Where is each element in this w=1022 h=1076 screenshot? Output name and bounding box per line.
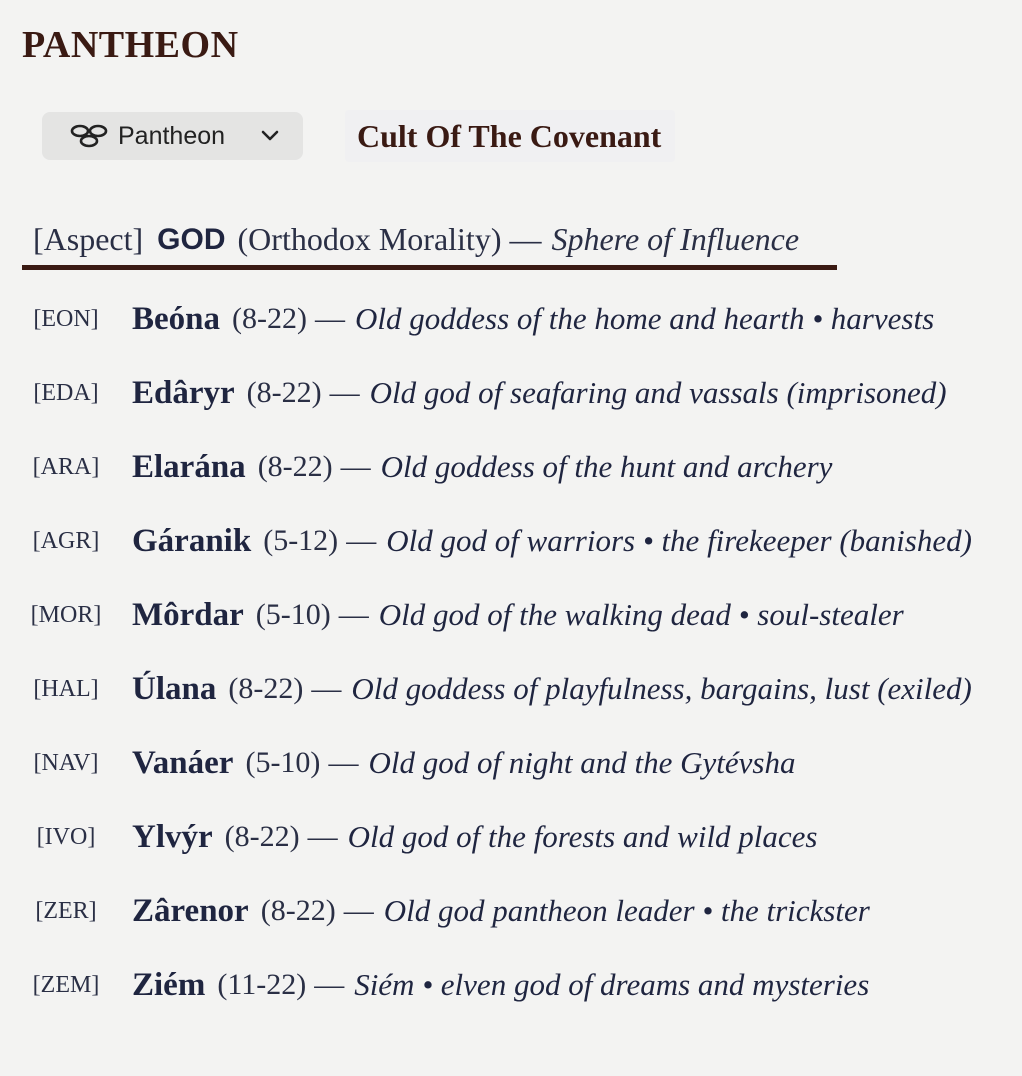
list-item: [NAV] Vanáer (5-10) — Old god of night a… (0, 726, 1022, 800)
god-name: Elarána (132, 448, 246, 485)
god-morality: (5-12) (263, 524, 339, 557)
pantheon-select[interactable]: Pantheon (42, 112, 303, 160)
god-sphere: Old god of night and the Gytévsha (368, 745, 796, 780)
god-sphere: Old goddess of the home and hearth • har… (355, 301, 935, 336)
god-aspect: [IVO] (36, 823, 96, 850)
god-sphere: Siém • elven god of dreams and mysteries (354, 967, 870, 1002)
legend-dash: — (509, 221, 542, 257)
legend-aspect: [Aspect] (33, 221, 144, 257)
god-aspect: [ZEM] (32, 971, 100, 998)
god-name: Gáranik (132, 522, 252, 559)
god-dash: — (338, 598, 369, 631)
god-sphere: Old god of the walking dead • soul-steal… (378, 597, 904, 632)
god-name: Beóna (132, 300, 221, 337)
list-item: [MOR] Môrdar (5-10) — Old god of the wal… (0, 578, 1022, 652)
god-name: Ylvýr (132, 818, 213, 855)
god-morality: (8-22) (232, 302, 307, 335)
god-aspect: [MOR] (30, 601, 102, 628)
page-title: PANTHEON (22, 24, 239, 66)
god-morality: (11-22) (217, 968, 307, 1001)
god-aspect: [NAV] (33, 749, 99, 776)
god-morality: (5-10) (245, 746, 321, 779)
god-aspect: [ZER] (35, 897, 97, 924)
god-name: Úlana (132, 670, 217, 707)
god-morality: (8-22) (246, 376, 322, 409)
god-morality: (8-22) (224, 820, 300, 853)
god-aspect: [AGR] (32, 527, 100, 554)
legend-morality: (Orthodox Morality) (237, 221, 502, 257)
god-dash: — (340, 450, 371, 483)
god-dash: — (328, 746, 359, 779)
list-item: [EDA] Edâryr (8-22) — Old god of seafari… (0, 356, 1022, 430)
god-name: Ziém (132, 966, 206, 1003)
god-aspect: [HAL] (33, 675, 99, 702)
god-morality: (8-22) (228, 672, 304, 705)
god-dash: — (311, 672, 342, 705)
god-list: [EON] Beóna (8-22) — Old goddess of the … (0, 282, 1022, 1022)
stacked-discs-icon (68, 121, 112, 151)
god-name: Vanáer (132, 744, 234, 781)
god-sphere: Old god pantheon leader • the trickster (383, 893, 870, 928)
legend-header: [Aspect] GOD (Orthodox Morality) — Spher… (22, 214, 837, 270)
god-name: Zârenor (132, 892, 249, 929)
god-dash: — (315, 302, 345, 335)
list-item: [HAL] Úlana (8-22) — Old goddess of play… (0, 652, 1022, 726)
list-item: [ZER] Zârenor (8-22) — Old god pantheon … (0, 874, 1022, 948)
god-sphere: Old goddess of playfulness, bargains, lu… (351, 671, 972, 706)
god-aspect: [ARA] (32, 453, 100, 480)
god-sphere: Old god of seafaring and vassals (impris… (369, 375, 947, 410)
legend-god: GOD (157, 222, 226, 256)
god-dash: — (329, 376, 360, 409)
list-item: [EON] Beóna (8-22) — Old goddess of the … (0, 282, 1022, 356)
chevron-down-icon (259, 125, 281, 147)
list-item: [AGR] Gáranik (5-12) — Old god of warrio… (0, 504, 1022, 578)
god-name: Edâryr (132, 374, 235, 411)
god-aspect: [EON] (33, 305, 99, 332)
god-name: Môrdar (132, 596, 244, 633)
cult-name: Cult Of The Covenant (345, 110, 676, 162)
god-morality: (8-22) (257, 450, 333, 483)
god-sphere: Old goddess of the hunt and archery (380, 449, 833, 484)
toolbar: Pantheon Cult Of The Covenant (42, 110, 676, 162)
god-dash: — (346, 524, 377, 557)
god-morality: (5-10) (255, 598, 331, 631)
god-sphere: Old god of warriors • the firekeeper (ba… (386, 523, 972, 558)
god-aspect: [EDA] (33, 379, 99, 406)
list-item: [ARA] Elarána (8-22) — Old goddess of th… (0, 430, 1022, 504)
list-item: [ZEM] Ziém (11-22) — Siém • elven god of… (0, 948, 1022, 1022)
god-dash: — (314, 968, 345, 1001)
god-dash: — (307, 820, 338, 853)
legend-sphere: Sphere of Influence (551, 221, 800, 257)
god-dash: — (343, 894, 374, 927)
god-sphere: Old god of the forests and wild places (347, 819, 818, 854)
god-morality: (8-22) (260, 894, 336, 927)
list-item: [IVO] Ylvýr (8-22) — Old god of the fore… (0, 800, 1022, 874)
select-label: Pantheon (118, 121, 226, 150)
